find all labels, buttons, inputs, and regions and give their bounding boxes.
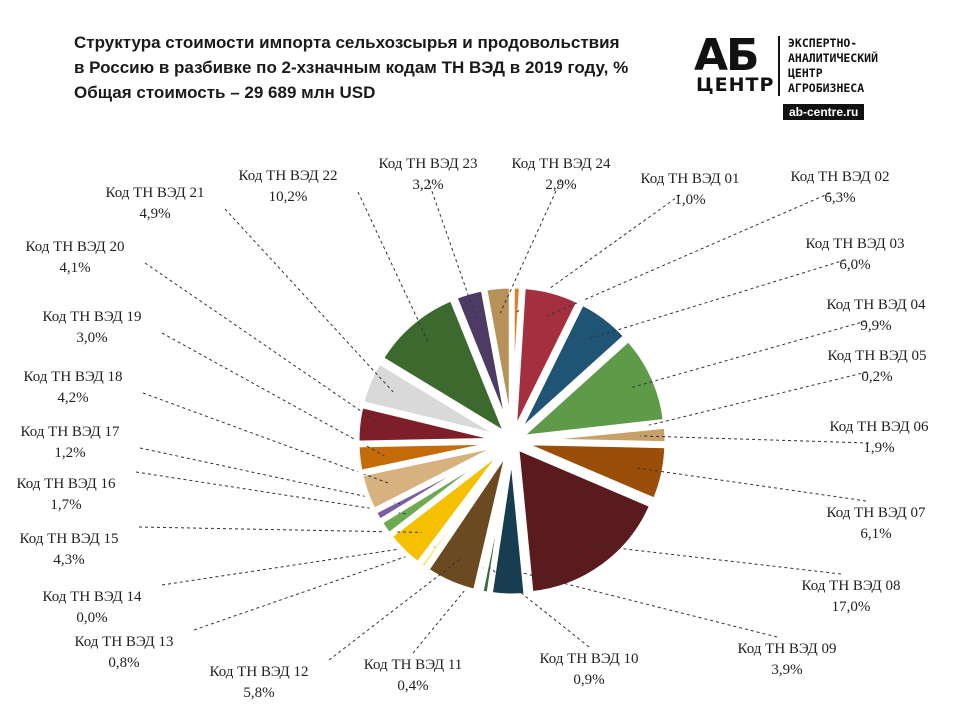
slice-label: Код ТН ВЭД 11 (364, 657, 463, 673)
slice-label: Код ТН ВЭД 07 (826, 505, 926, 521)
pie-slice (377, 295, 512, 441)
slice-label: Код ТН ВЭД 01 (640, 171, 739, 187)
slice-value-label: 3,2% (412, 177, 443, 193)
chart-title: Структура стоимости импорта сельхозсырья… (74, 30, 684, 105)
leader-line (639, 371, 868, 428)
leader-line (161, 543, 435, 586)
leader-line (193, 545, 438, 631)
slice-value-label: 5,8% (243, 685, 274, 701)
slice-label: Код ТН ВЭД 24 (511, 156, 611, 172)
logo-text-line: ЭКСПЕРТНО- (788, 36, 858, 50)
slice-value-label: 1,9% (863, 440, 894, 456)
slice-label: Код ТН ВЭД 21 (105, 185, 204, 201)
slice-value-label: 4,3% (53, 552, 84, 568)
pie-slice (511, 283, 583, 435)
slice-value-label: 0,9% (573, 672, 604, 688)
slice-value-label: 4,9% (139, 206, 170, 222)
slice-label: Код ТН ВЭД 10 (539, 651, 638, 667)
slice-label: Код ТН ВЭД 04 (826, 297, 926, 313)
leader-line (544, 192, 831, 318)
leader-line (224, 208, 394, 393)
slice-label: Код ТН ВЭД 03 (805, 236, 904, 252)
leader-line (142, 392, 392, 485)
slice-label: Код ТН ВЭД 14 (42, 589, 142, 605)
slice-value-label: 3,0% (76, 330, 107, 346)
slice-value-label: 4,1% (59, 260, 90, 276)
leader-line (589, 259, 846, 339)
leader-line (640, 435, 870, 444)
pie-slice (514, 299, 630, 437)
pie-slice (513, 443, 656, 597)
slice-label: Код ТН ВЭД 23 (378, 156, 477, 172)
logo-text-line: АГРОБИЗНЕСА (788, 81, 865, 95)
logo-text-line: АНАЛИТИЧЕСКИЙ (788, 51, 879, 65)
slice-value-label: 6,0% (839, 257, 870, 273)
slice-label: Код ТН ВЭД 13 (74, 634, 173, 650)
slice-label: Код ТН ВЭД 15 (19, 531, 118, 547)
leader-line (144, 262, 385, 428)
leader-line (637, 467, 867, 502)
slice-value-label: 0,4% (397, 678, 428, 694)
slice-value-label: 0,0% (76, 610, 107, 626)
leader-line (357, 191, 430, 344)
logo-text-line: ЦЕНТР (788, 66, 823, 80)
ab-centre-logo: АБ ЦЕНТР ЭКСПЕРТНО- АНАЛИТИЧЕСКИЙ ЦЕНТР … (688, 28, 936, 124)
pie-slice (481, 283, 514, 434)
slice-label: Код ТН ВЭД 18 (23, 369, 122, 385)
chart-title-line-2: в Россию в разбивке по 2-хзначным кодам … (74, 58, 629, 77)
logo-mark-sub: ЦЕНТР (696, 74, 775, 96)
slice-label: Код ТН ВЭД 09 (737, 641, 836, 657)
pie-slice (518, 440, 670, 504)
slice-value-label: 1,0% (674, 192, 705, 208)
slice-label: Код ТН ВЭД 02 (790, 169, 889, 185)
slice-value-label: 9,9% (860, 318, 891, 334)
leader-line (328, 558, 461, 661)
slice-label: Код ТН ВЭД 08 (801, 578, 900, 594)
slice-value-label: 1,2% (54, 445, 85, 461)
logo-divider (778, 36, 780, 96)
leader-line (587, 544, 842, 575)
leader-line (508, 569, 778, 638)
leader-line (629, 320, 867, 389)
logo-url: ab-centre.ru (783, 104, 865, 120)
slice-value-label: 6,1% (860, 526, 891, 542)
slice-label: Код ТН ВЭД 20 (25, 239, 124, 255)
leader-line (499, 179, 562, 314)
slice-value-label: 2,9% (545, 177, 576, 193)
slice-value-label: 10,2% (269, 189, 308, 205)
slice-label: Код ТН ВЭД 17 (20, 424, 120, 440)
slice-label: Код ТН ВЭД 05 (827, 348, 926, 364)
slice-label: Код ТН ВЭД 06 (829, 419, 929, 435)
logo-text: ЭКСПЕРТНО- АНАЛИТИЧЕСКИЙ ЦЕНТР АГРОБИЗНЕ… (788, 36, 878, 96)
chart-title-line-1: Структура стоимости импорта сельхозсырья… (74, 33, 620, 52)
slice-label: Код ТН ВЭД 16 (16, 476, 116, 492)
slice-value-label: 6,3% (824, 190, 855, 206)
leader-line (139, 447, 400, 505)
slice-value-label: 4,2% (57, 390, 88, 406)
slice-label: Код ТН ВЭД 19 (42, 309, 141, 325)
leader-line (138, 526, 422, 533)
leader-line (427, 179, 477, 318)
slice-label: Код ТН ВЭД 22 (238, 168, 337, 184)
slice-value-label: 0,2% (861, 369, 892, 385)
slice-value-label: 17,0% (832, 599, 871, 615)
leader-line (412, 566, 485, 654)
slice-value-label: 1,7% (50, 497, 81, 513)
slice-value-label: 0,8% (108, 655, 139, 671)
logo-mark: АБ (694, 30, 760, 81)
chart-title-line-3: Общая стоимость – 29 689 млн USD (74, 83, 376, 102)
leader-line (161, 332, 385, 457)
slice-value-label: 3,9% (771, 662, 802, 678)
slice-label: Код ТН ВЭД 12 (209, 664, 308, 680)
pie-slice (511, 335, 669, 442)
pie-slice (358, 358, 506, 441)
